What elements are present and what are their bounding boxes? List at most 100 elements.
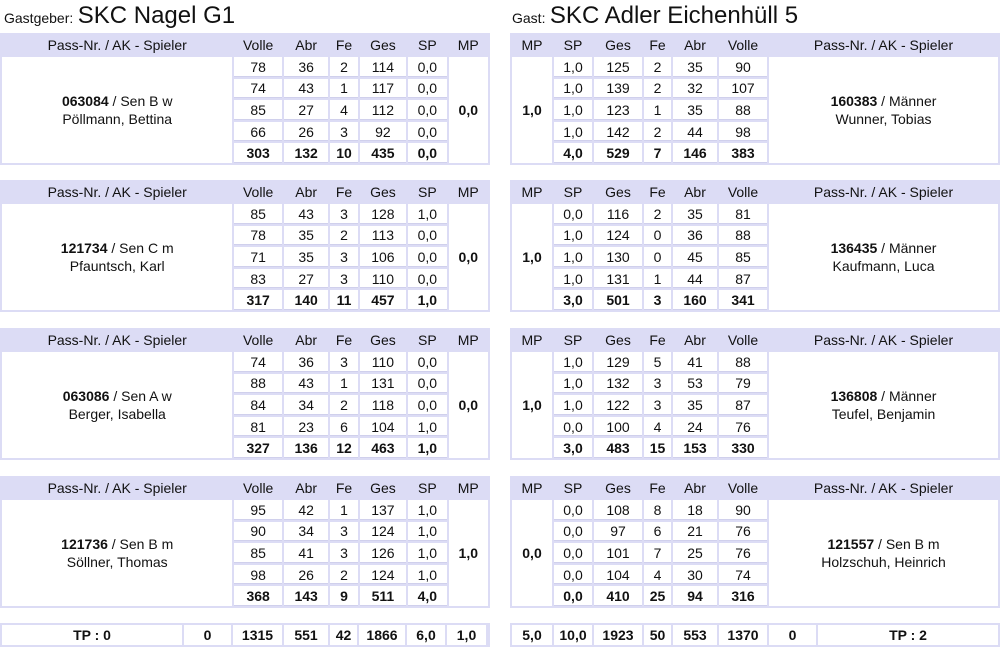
home-header-row: Pass-Nr. / AK - Spieler Volle Abr Fe Ges SP MP (2, 478, 488, 498)
home-volle-cell: 95 (234, 500, 282, 520)
home-lane-row: 98 26 2 124 1,0 (2, 564, 488, 585)
header-player: Pass-Nr. / AK - Spieler (769, 330, 998, 350)
home-sp-cell: 0,0 (408, 268, 447, 289)
home-abr-cell: 26 (283, 121, 329, 142)
guest-fe-cell: 6 (644, 521, 671, 542)
home-player-id: 063086 / Sen A w (2, 387, 232, 405)
guest-totals-bar: 5,0 10,0 1923 50 553 1370 0 TP : 2 (510, 623, 1000, 647)
guest-match-table: MP SP Ges Fe Abr Volle Pass-Nr. / AK - Spieler… (510, 476, 1000, 608)
header-ges: Ges (359, 330, 407, 350)
guest-volle-cell: 87 (719, 268, 767, 289)
home-lane-row: 84 34 2 118 0,0 (2, 395, 488, 415)
home-volle-cell: 78 (234, 57, 282, 77)
home-lane-row: 063084 / Sen B w Pöllmann, Bettina 78 36 2 11… (2, 57, 488, 163)
header-mp: MP (448, 478, 488, 498)
guest-total-ges-cell: 410 (594, 586, 642, 606)
home-pass-number: 063084 (61, 92, 109, 109)
guest-lane-row: 1,0 1,0 125 2 35 90 160383 / Männer Wunner, Tob… (512, 57, 998, 163)
guest-total-zero: 0 (769, 625, 816, 645)
home-fe-cell: 3 (330, 352, 358, 372)
header-fe: Fe (330, 330, 358, 350)
home-sp-cell: 0,0 (408, 57, 447, 77)
guest-fe-cell: 8 (644, 500, 671, 520)
guest-fe-cell: 4 (644, 564, 671, 585)
header-volle: Volle (234, 35, 282, 55)
guest-lane-row: 0,0 104 4 30 74 (512, 564, 998, 585)
guest-team-label: Gast: (512, 10, 546, 26)
home-match-table: Pass-Nr. / AK - Spieler Volle Abr Fe Ges SP MP… (0, 328, 490, 460)
home-fe-cell: 3 (330, 521, 358, 542)
guest-player-id: 136808 / Männer (769, 387, 998, 405)
guest-player-cell: 136435 / Männer Kaufmann, Luca (769, 204, 998, 310)
guest-lane-row: 0,0 97 6 21 76 (512, 521, 998, 542)
home-total-volle-cell: 303 (234, 143, 282, 163)
home-age-class: / Sen B w (108, 92, 173, 109)
home-fe-cell: 3 (330, 247, 358, 267)
guest-ges-cell: 130 (594, 247, 642, 267)
home-player-name: Söllner, Thomas (66, 553, 168, 570)
home-tp: TP : 0 (2, 625, 182, 645)
guest-total-row: 0,0 410 25 94 316 (512, 586, 998, 606)
home-ges-cell: 112 (359, 100, 407, 120)
header-player: Pass-Nr. / AK - Spieler (769, 478, 998, 498)
home-lane-row: 85 41 3 126 1,0 (2, 543, 488, 563)
guest-abr-cell: 30 (673, 564, 717, 585)
home-abr-cell: 36 (283, 57, 329, 77)
home-match-table: Pass-Nr. / AK - Spieler Volle Abr Fe Ges SP MP… (0, 180, 490, 312)
header-fe: Fe (644, 478, 671, 498)
guest-total-sp-cell: 4,0 (554, 143, 592, 163)
home-abr-cell: 35 (283, 247, 329, 267)
guest-total-abr: 553 (673, 625, 717, 645)
home-fe-cell: 2 (330, 564, 358, 585)
guest-sp-cell: 1,0 (554, 121, 592, 142)
guest-pass-number: 136435 (830, 239, 878, 256)
header-mp: MP (448, 35, 488, 55)
guest-player-id: 160383 / Männer (769, 92, 998, 110)
home-totals-bar: TP : 0 0 1315 551 42 1866 6,0 1,0 (0, 623, 490, 647)
guest-abr-cell: 41 (673, 352, 717, 372)
guest-player-name: Kaufmann, Luca (832, 257, 935, 274)
home-total-volle-cell: 368 (234, 586, 282, 606)
home-sp-cell: 0,0 (408, 395, 447, 415)
header-sp: SP (554, 330, 592, 350)
guest-total-mp: 5,0 (512, 625, 552, 645)
home-total-row: 303 132 10 435 0,0 (2, 143, 488, 163)
home-volle-cell: 78 (234, 225, 282, 246)
guest-lane-row: 0,0 100 4 24 76 (512, 416, 998, 437)
guest-abr-cell: 25 (673, 543, 717, 563)
guest-lane-row: 1,0 1,0 129 5 41 88 136808 / Männer Teufel, Ben… (512, 352, 998, 458)
home-ges-cell: 124 (359, 521, 407, 542)
home-fe-cell: 1 (330, 78, 358, 99)
home-ges-cell: 126 (359, 543, 407, 563)
header-sp: SP (408, 182, 447, 202)
header-ges: Ges (594, 330, 642, 350)
guest-tp: TP : 2 (818, 625, 998, 645)
home-abr-cell: 43 (283, 373, 329, 394)
home-age-class: / Sen C m (107, 239, 174, 256)
home-player-id: 063084 / Sen B w (2, 92, 232, 110)
guest-player-cell: 160383 / Männer Wunner, Tobias (769, 57, 998, 163)
guest-header-row: MP SP Ges Fe Abr Volle Pass-Nr. / AK - Spieler (512, 35, 998, 55)
header-abr: Abr (283, 182, 329, 202)
home-lane-row: 71 35 3 106 0,0 (2, 247, 488, 267)
home-sp-cell: 0,0 (408, 100, 447, 120)
guest-total-fe-cell: 3 (644, 290, 671, 310)
guest-sp-cell: 0,0 (554, 521, 592, 542)
home-player-cell: 063084 / Sen B w Pöllmann, Bettina (2, 57, 233, 163)
home-ges-cell: 110 (359, 352, 407, 372)
home-total-zero: 0 (184, 625, 231, 645)
home-total-sp-cell: 4,0 (408, 586, 447, 606)
header-volle: Volle (719, 182, 767, 202)
home-total-volle-cell: 327 (234, 438, 282, 458)
guest-total-ges-cell: 529 (594, 143, 642, 163)
guest-volle-cell: 90 (719, 500, 767, 520)
guest-volle-cell: 81 (719, 204, 767, 224)
home-abr-cell: 35 (283, 225, 329, 246)
header-sp: SP (554, 182, 592, 202)
guest-ges-cell: 116 (594, 204, 642, 224)
guest-player-cell: 121557 / Sen B m Holzschuh, Heinrich (769, 500, 998, 606)
home-abr-cell: 41 (283, 543, 329, 563)
home-sp-cell: 1,0 (408, 500, 447, 520)
header-volle: Volle (719, 478, 767, 498)
header-abr: Abr (673, 330, 717, 350)
